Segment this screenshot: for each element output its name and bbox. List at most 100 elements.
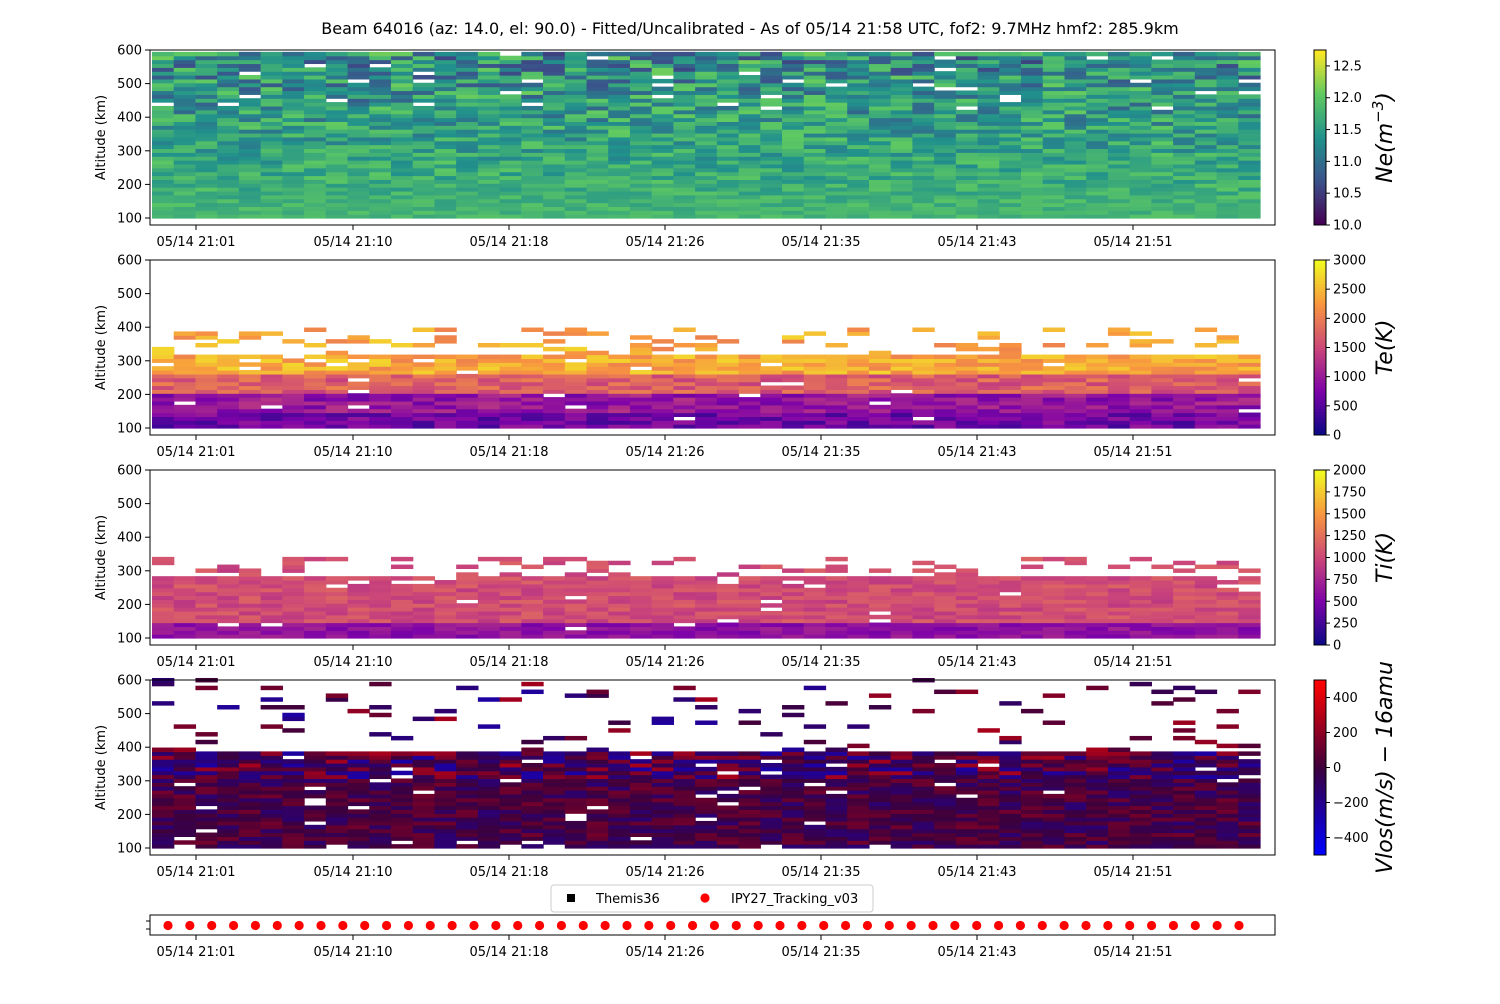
ne-cell (1217, 160, 1239, 164)
ti-colorbar-tick-label: 2000 (1333, 464, 1366, 479)
vlos-cell (369, 713, 391, 717)
vlos-cell (348, 821, 370, 825)
ti-xtick-label: 05/14 21:10 (313, 655, 392, 670)
ne-cell (1130, 129, 1152, 133)
ne-cell (630, 114, 652, 118)
ne-cell (1043, 71, 1065, 75)
ti-cell (413, 607, 435, 611)
ne-cell (1086, 214, 1108, 218)
te-cell (478, 378, 500, 382)
ti-cell (152, 623, 174, 627)
te-cell (1130, 416, 1152, 420)
ne-cell (891, 148, 913, 152)
ne-cell (869, 83, 891, 87)
te-cell (543, 389, 565, 393)
ti-colorbar-tick-label: 1250 (1333, 529, 1366, 544)
ti-cell (934, 576, 956, 580)
ti-cell (565, 572, 587, 576)
ne-cell (717, 133, 739, 137)
ne-cell (608, 141, 630, 145)
ne-cell (695, 90, 717, 94)
vlos-cell (413, 778, 435, 782)
vlos-cell (304, 794, 326, 798)
ne-cell (912, 179, 934, 183)
ne-cell (1173, 63, 1195, 67)
te-cell (304, 374, 326, 378)
ti-cell (999, 603, 1021, 607)
te-cell (261, 401, 283, 405)
ne-cell (673, 168, 695, 172)
ne-cell (1043, 179, 1065, 183)
te-cell (782, 401, 804, 405)
te-cell (695, 343, 717, 347)
te-cell (978, 374, 1000, 378)
ti-cell (1238, 630, 1260, 634)
te-cell (152, 416, 174, 420)
te-cell (869, 409, 891, 413)
ne-cell (152, 121, 174, 125)
ti-cell (282, 607, 304, 611)
ne-cell (543, 90, 565, 94)
ti-cell (804, 568, 826, 572)
te-cell (1108, 409, 1130, 413)
ne-cell (587, 168, 609, 172)
ne-cell (673, 183, 695, 187)
vlos-cell (217, 705, 239, 709)
vlos-cell (543, 794, 565, 798)
te-cell (195, 355, 217, 359)
ti-cell (1021, 607, 1043, 611)
ti-cell (304, 580, 326, 584)
ne-cell (456, 160, 478, 164)
ne-cell (978, 191, 1000, 195)
ti-cell (804, 619, 826, 623)
vlos-cell (673, 775, 695, 779)
ne-cell (739, 160, 761, 164)
ne-cell (478, 110, 500, 114)
ne-cell (1151, 168, 1173, 172)
ne-cell (673, 90, 695, 94)
ne-cell (652, 60, 674, 64)
ne-cell (891, 129, 913, 133)
ti-cell (1021, 623, 1043, 627)
ti-cell (869, 615, 891, 619)
ne-cell (1173, 52, 1195, 56)
ti-cell (239, 596, 261, 600)
te-cell (1130, 420, 1152, 424)
ne-cell (891, 168, 913, 172)
ne-cell (1130, 156, 1152, 160)
te-cell (695, 362, 717, 366)
ti-cell (1086, 619, 1108, 623)
ne-cell (652, 183, 674, 187)
ti-cell (1108, 584, 1130, 588)
vlos-cell (521, 782, 543, 786)
ti-cell (195, 607, 217, 611)
ti-cell (434, 630, 456, 634)
ne-cell (1173, 67, 1195, 71)
ne-cell (348, 195, 370, 199)
vlos-cell (369, 840, 391, 844)
te-cell (978, 424, 1000, 428)
vlos-cell (521, 813, 543, 817)
ne-cell (804, 156, 826, 160)
te-cell (587, 413, 609, 417)
te-cell (999, 424, 1021, 428)
ne-cell (934, 160, 956, 164)
te-cell (1021, 405, 1043, 409)
te-cell (521, 413, 543, 417)
ti-cell (152, 592, 174, 596)
ne-cell (434, 56, 456, 60)
te-cell (1195, 374, 1217, 378)
vlos-cell (630, 833, 652, 837)
ne-cell (978, 164, 1000, 168)
ne-cell (608, 203, 630, 207)
te-cell (195, 401, 217, 405)
vlos-cell (521, 778, 543, 782)
te-cell (1086, 374, 1108, 378)
ne-cell (587, 195, 609, 199)
ne-cell (760, 199, 782, 203)
vlos-cell (478, 840, 500, 844)
ne-cell (1064, 164, 1086, 168)
ne-cell (152, 133, 174, 137)
te-cell (521, 420, 543, 424)
